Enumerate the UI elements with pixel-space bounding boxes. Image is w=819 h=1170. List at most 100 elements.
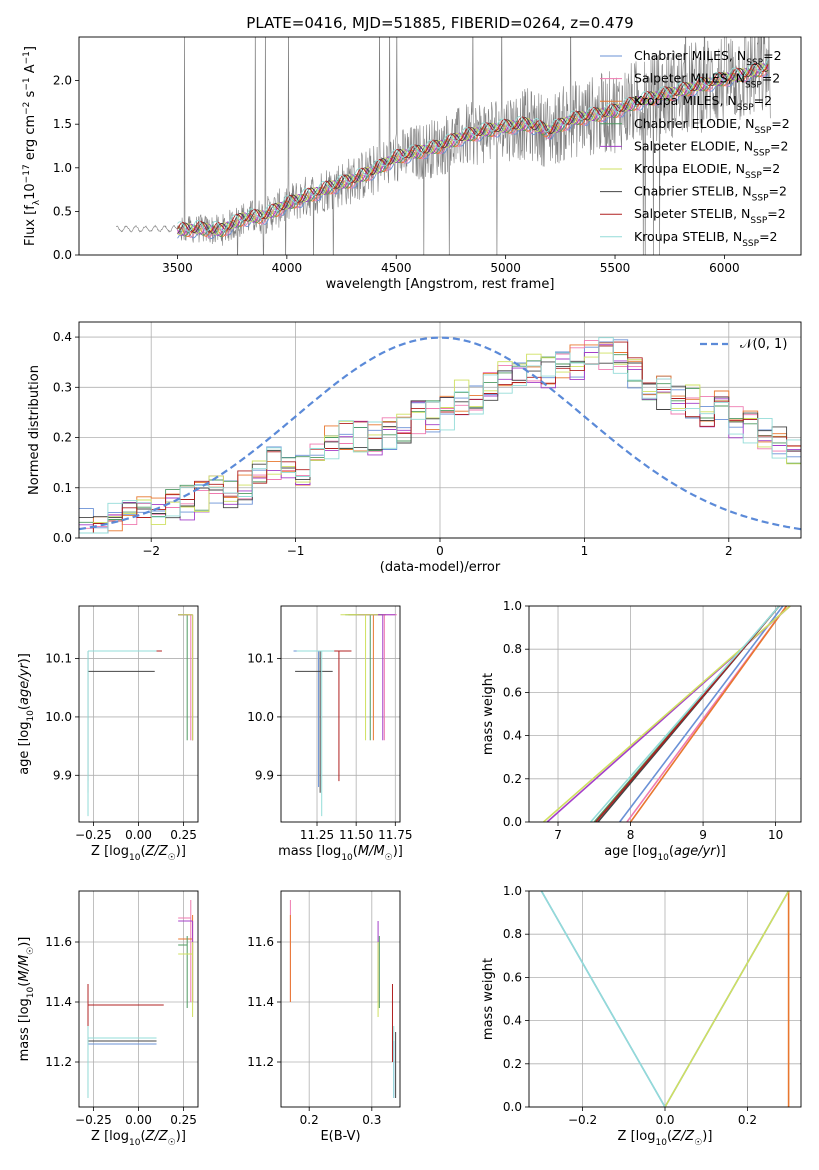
normal-distribution-curve	[79, 336, 801, 531]
axes-frame	[78, 890, 199, 1108]
legend-label: Kroupa STELIB, NSSP=2	[634, 229, 778, 249]
y-tick-label: 0.8	[503, 927, 522, 941]
y-tick-label: 1.0	[503, 599, 522, 613]
y-tick-label: 1.0	[503, 884, 522, 898]
y-tick-label: 0.0	[503, 1100, 522, 1114]
x-tick-label: 8	[627, 828, 635, 842]
x-tick-label: 0.00	[125, 828, 152, 842]
y-tick-label: 10.0	[247, 710, 274, 724]
plot-area	[87, 614, 194, 817]
x-tick-label: 0.0	[655, 1113, 674, 1127]
y-tick-label: 0.0	[53, 248, 72, 262]
legend-label: Salpeter STELIB, NSSP=2	[634, 206, 786, 226]
x-axis-label: Z [log10(Z/Z☉)]	[91, 844, 186, 863]
y-tick-label: 0.4	[503, 729, 522, 743]
axes-spectrum: 3500 4000 4500 5000 5500 6000 0.0 0.5 1.0 1.5 2.0 C…	[22, 36, 802, 292]
x-axis-label: Z [log10(Z/Z☉)]	[91, 1129, 186, 1148]
axes-frame	[78, 321, 802, 539]
y-tick-label: 0.4	[53, 330, 72, 344]
x-tick-label: 5000	[490, 261, 521, 275]
y-axis-label: mass [log10(M/M☉)]	[17, 937, 36, 1062]
model-spectrum-line	[177, 63, 769, 238]
axes-age-vs-Z: −0.25 0.00 0.25 9.9 10.0 10.1 Z [log10(Z/Z☉)] a…	[17, 605, 199, 863]
axes-mass-vs-Z: −0.25 0.00 0.25 11.2 11.4 11.6 Z [log10(Z/Z☉)]…	[17, 890, 199, 1148]
y-tick-label: 0.4	[503, 1014, 522, 1028]
y-tick-label: 11.4	[45, 995, 72, 1009]
x-axis-label: mass [log10(M/M☉)]	[278, 844, 403, 863]
legend-label: 𝒩(0, 1)	[740, 337, 787, 352]
spectrum-legend: Chabrier MILES, NSSP=2 Salpeter MILES, NS…	[600, 48, 790, 249]
plot-area	[79, 336, 801, 534]
legend-label: Chabrier MILES, NSSP=2	[634, 48, 782, 68]
plot-area	[542, 606, 791, 822]
x-tick-label: 1	[581, 544, 589, 558]
x-tick-label: 9	[699, 828, 707, 842]
y-tick-label: 0.5	[53, 204, 72, 218]
y-tick-label: 1.5	[53, 117, 72, 131]
x-tick-label: 5500	[600, 261, 631, 275]
x-axis-label: wavelength [Angstrom, rest frame]	[326, 277, 555, 292]
axes-frame	[280, 890, 401, 1108]
y-tick-label: 11.6	[247, 935, 274, 949]
x-tick-label: 6000	[709, 261, 740, 275]
y-tick-label: 0.8	[503, 642, 522, 656]
x-tick-label: 0.00	[125, 1113, 152, 1127]
mass-weight-line	[664, 891, 790, 1107]
y-axis-label: age [log10(age/yr)]	[17, 653, 36, 775]
legend-label: Chabrier STELIB, NSSP=2	[634, 184, 787, 204]
y-tick-label: 11.6	[45, 935, 72, 949]
y-tick-label: 10.1	[45, 652, 72, 666]
x-tick-label: −2	[142, 544, 160, 558]
model-spectrum-line	[177, 63, 769, 238]
x-tick-label: 3500	[162, 261, 193, 275]
axes-residuals: −2 −1 0 1 2 0.0 0.1 0.2 0.3 0.4 𝒩(0, 1) (data-model…	[27, 321, 802, 575]
plot-area	[289, 900, 397, 1098]
axes-frame	[78, 605, 199, 823]
plot-area	[293, 614, 397, 817]
x-axis-label: age [log10(age/yr)]	[604, 844, 726, 863]
legend-label: Kroupa ELODIE, NSSP=2	[634, 161, 780, 181]
x-tick-label: 11.25	[300, 828, 334, 842]
y-tick-label: 9.9	[255, 768, 274, 782]
legend-label: Chabrier ELODIE, NSSP=2	[634, 116, 790, 136]
axes-weight-vs-Z: −0.2 0.0 0.2 0.0 0.2 0.4 0.6 0.8 1.0 Z [log10(Z/Z…	[481, 884, 802, 1148]
mass-weight-line	[590, 606, 780, 822]
axes-weight-vs-age: 7 8 9 10 0.0 0.2 0.4 0.6 0.8 1.0 age [log10(age/yr…	[481, 599, 802, 863]
model-spectrum-line	[177, 59, 769, 232]
x-axis-label: E(B-V)	[320, 1129, 360, 1144]
axes-frame	[280, 605, 401, 823]
y-axis-label: mass weight	[481, 673, 496, 755]
plot-area	[540, 891, 790, 1107]
y-tick-label: 0.0	[53, 531, 72, 545]
y-tick-label: 11.4	[247, 995, 274, 1009]
legend-label: Kroupa MILES, NSSP=2	[634, 93, 772, 113]
model-spectrum-line	[177, 63, 769, 235]
plot-area	[115, 37, 771, 255]
x-tick-label: 0.2	[738, 1113, 757, 1127]
axes-mass-vs-EBV: 0.2 0.3 11.2 11.4 11.6 E(B-V)	[247, 890, 401, 1144]
y-tick-label: 10.1	[247, 652, 274, 666]
x-tick-label: −0.25	[75, 1113, 112, 1127]
y-axis-label: Flux [fλ10−17 erg cm−2 s−1 A−1]	[22, 46, 42, 246]
x-tick-label: 11.50	[339, 828, 373, 842]
y-tick-label: 0.1	[53, 481, 72, 495]
residual-histogram	[79, 337, 801, 534]
model-spectrum-line	[177, 63, 769, 233]
x-tick-label: 0.25	[170, 1113, 197, 1127]
y-axis-label: Normed distribution	[27, 365, 42, 495]
y-tick-label: 0.3	[53, 380, 72, 394]
y-tick-label: 10.0	[45, 710, 72, 724]
axes-frame	[78, 36, 802, 256]
x-tick-label: 4000	[272, 261, 303, 275]
x-tick-label: −1	[287, 544, 305, 558]
x-axis-label: Z [log10(Z/Z☉)]	[618, 1129, 713, 1148]
y-tick-label: 0.6	[503, 685, 522, 699]
y-tick-label: 0.6	[503, 970, 522, 984]
x-tick-label: −0.2	[568, 1113, 597, 1127]
y-tick-label: 0.0	[503, 815, 522, 829]
x-tick-label: 7	[554, 828, 562, 842]
legend-label: Salpeter ELODIE, NSSP=2	[634, 138, 788, 158]
axes-frame	[528, 890, 802, 1108]
x-tick-label: 0.2	[300, 1113, 319, 1127]
